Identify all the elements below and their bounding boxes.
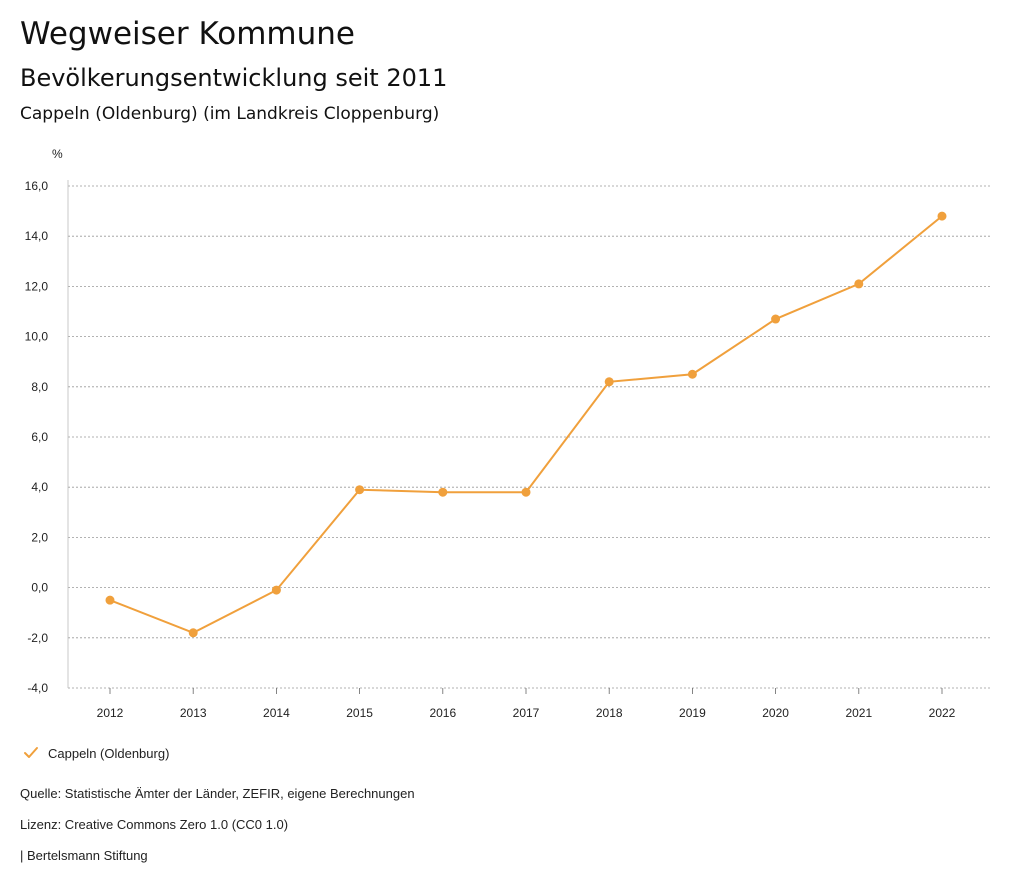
legend-item[interactable]: Cappeln (Oldenburg) (22, 744, 169, 762)
x-tick-label: 2021 (845, 706, 872, 720)
y-tick-label: 10,0 (25, 330, 49, 344)
data-point (355, 485, 365, 495)
data-point (105, 595, 115, 605)
x-tick-label: 2017 (513, 706, 540, 720)
data-point (188, 628, 198, 638)
y-axis-unit-label: % (52, 147, 63, 161)
y-tick-label: 6,0 (31, 430, 48, 444)
y-tick-label: -4,0 (27, 681, 48, 695)
line-chart: % -4,0 -2,0 0,0 2,0 4,0 6,0 8,0 10,0 12,0 14,0 16,0… (25, 147, 990, 720)
series-line (109, 215, 943, 634)
chart-subtitle: Bevölkerungsentwicklung seit 2011 (20, 64, 448, 92)
x-tick-label: 2013 (180, 706, 207, 720)
x-tick-label: 2014 (263, 706, 290, 720)
data-point (854, 279, 864, 289)
data-point (771, 314, 781, 324)
data-point (604, 377, 614, 387)
data-point (937, 211, 947, 221)
data-point (687, 369, 697, 379)
license-note: Lizenz: Creative Commons Zero 1.0 (CC0 1… (20, 817, 289, 832)
axis-layer: % -4,0 -2,0 0,0 2,0 4,0 6,0 8,0 10,0 12,0 14,0 16,0… (25, 147, 956, 720)
data-point (271, 585, 281, 595)
source-note: Quelle: Statistische Ämter der Länder, Z… (20, 786, 415, 801)
x-tick-label: 2016 (429, 706, 456, 720)
y-tick-label: 16,0 (25, 179, 49, 193)
data-point (521, 487, 531, 497)
y-tick-label: -2,0 (27, 631, 48, 645)
data-point (438, 487, 448, 497)
y-tick-label: 12,0 (25, 279, 49, 293)
x-tick-label: 2020 (762, 706, 789, 720)
series-layer (105, 211, 947, 638)
y-tick-label: 4,0 (31, 480, 48, 494)
legend-label: Cappeln (Oldenburg) (48, 745, 170, 761)
x-tick-label: 2022 (929, 706, 956, 720)
chart-place-label: Cappeln (Oldenburg) (im Landkreis Cloppe… (20, 104, 440, 124)
y-tick-label: 14,0 (25, 229, 49, 243)
publisher-note: | Bertelsmann Stiftung (20, 848, 148, 863)
x-tick-label: 2015 (346, 706, 373, 720)
y-tick-label: 0,0 (31, 581, 48, 595)
x-tick-label: 2019 (679, 706, 706, 720)
y-tick-label: 2,0 (31, 530, 48, 544)
x-tick-label: 2012 (97, 706, 124, 720)
grid-layer (68, 185, 990, 689)
page-title: Wegweiser Kommune (20, 16, 355, 52)
y-tick-label: 8,0 (31, 380, 48, 394)
check-icon (24, 747, 38, 758)
x-tick-label: 2018 (596, 706, 623, 720)
